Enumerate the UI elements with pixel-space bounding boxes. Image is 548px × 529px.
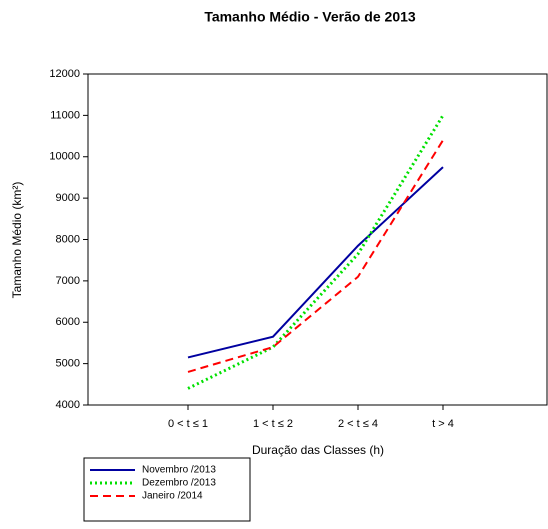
legend-label: Dezembro /2013 (142, 478, 216, 489)
x-tick-label: 2 < t ≤ 4 (338, 418, 378, 430)
y-tick-label: 9000 (56, 192, 80, 204)
series-line (187, 166, 444, 359)
y-tick-label: 8000 (56, 233, 80, 245)
y-tick-label: 7000 (56, 275, 80, 287)
y-tick-label: 11000 (50, 109, 80, 121)
y-tick-label: 6000 (56, 316, 80, 328)
series-line (187, 139, 444, 373)
y-tick-label: 12000 (49, 68, 80, 80)
x-axis-title: Duração das Classes (h) (252, 443, 384, 457)
chart-title: Tamanho Médio - Verão de 2013 (204, 9, 416, 25)
series-line (187, 114, 445, 390)
y-tick-label: 10000 (49, 151, 80, 163)
y-axis-title: Tamanho Médio (km²) (10, 182, 24, 299)
y-tick-label: 5000 (56, 358, 80, 370)
legend-label: Novembro /2013 (142, 465, 216, 476)
x-tick-label: 0 < t ≤ 1 (168, 418, 208, 430)
x-tick-label: 1 < t ≤ 2 (253, 418, 293, 430)
x-tick-label: t > 4 (432, 418, 454, 430)
legend-box (83, 457, 251, 522)
y-tick-label: 4000 (56, 399, 80, 411)
plot-frame (87, 73, 548, 406)
legend-label: Janeiro /2014 (142, 491, 203, 502)
